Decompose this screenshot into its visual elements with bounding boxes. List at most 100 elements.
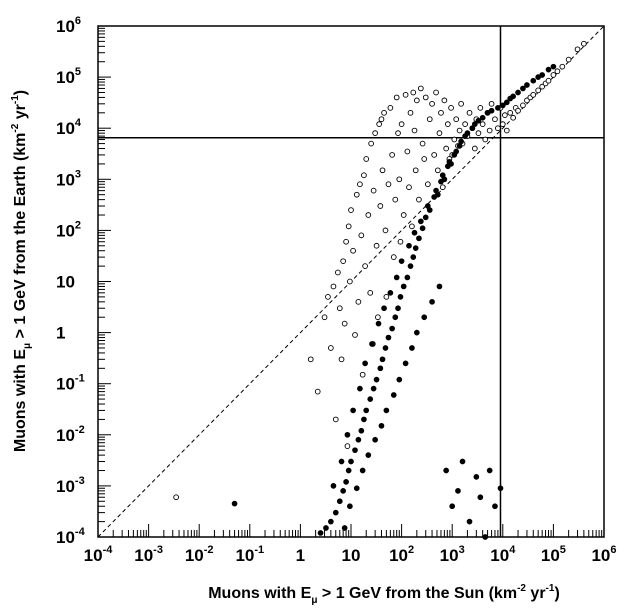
filled-data-point bbox=[426, 207, 433, 213]
filled-data-point bbox=[429, 298, 435, 305]
filled-data-point bbox=[510, 93, 516, 100]
open-data-point bbox=[419, 140, 426, 147]
open-data-point bbox=[433, 89, 439, 96]
filled-data-point bbox=[328, 518, 334, 525]
x-tick-label: 1 bbox=[296, 546, 305, 565]
y-tick-label: 1 bbox=[56, 324, 65, 343]
filled-data-point bbox=[370, 385, 377, 392]
x-tick-label: 106 bbox=[591, 544, 616, 565]
filled-data-point bbox=[398, 258, 405, 265]
open-data-point bbox=[353, 191, 360, 198]
open-data-point bbox=[515, 107, 521, 114]
open-data-point bbox=[559, 63, 566, 70]
filled-data-point bbox=[330, 483, 337, 489]
open-data-point bbox=[412, 167, 419, 174]
open-data-point bbox=[340, 258, 347, 265]
filled-data-point bbox=[419, 225, 426, 232]
filled-data-point bbox=[417, 218, 424, 225]
filled-data-point bbox=[488, 107, 495, 114]
open-data-point bbox=[400, 212, 407, 218]
open-data-point bbox=[507, 109, 514, 116]
open-data-point bbox=[502, 112, 508, 119]
axis-ticks bbox=[97, 27, 603, 538]
open-data-point bbox=[332, 416, 339, 423]
filled-data-point bbox=[344, 431, 351, 438]
open-data-point bbox=[492, 116, 498, 123]
open-data-point bbox=[444, 121, 451, 128]
filled-data-point bbox=[441, 176, 448, 183]
filled-data-point bbox=[361, 416, 367, 423]
open-data-point bbox=[385, 181, 392, 188]
open-data-point bbox=[416, 196, 422, 203]
open-data-point bbox=[495, 125, 501, 132]
open-data-point bbox=[453, 116, 460, 123]
plot-frame bbox=[97, 25, 605, 538]
filled-data-point bbox=[347, 503, 353, 510]
open-data-point bbox=[565, 56, 572, 63]
open-data-point bbox=[392, 196, 399, 203]
filled-data-point bbox=[393, 274, 400, 281]
filled-data-point bbox=[359, 467, 366, 474]
filled-data-point bbox=[503, 99, 510, 106]
y-tick-label: 105 bbox=[56, 66, 81, 87]
open-data-point bbox=[413, 97, 420, 104]
filled-data-point bbox=[411, 229, 418, 236]
open-data-point bbox=[436, 130, 443, 137]
filled-data-point bbox=[373, 376, 380, 383]
open-data-point bbox=[338, 356, 345, 363]
filled-data-point bbox=[389, 325, 395, 332]
open-data-point bbox=[372, 130, 378, 137]
filled-data-point bbox=[458, 138, 464, 145]
filled-data-point bbox=[358, 427, 365, 434]
filled-data-point bbox=[396, 376, 403, 383]
y-tick-label: 103 bbox=[56, 168, 81, 189]
filled-data-point bbox=[449, 503, 456, 510]
filled-data-point bbox=[448, 161, 454, 167]
open-data-point bbox=[422, 94, 429, 101]
open-data-point bbox=[379, 167, 386, 174]
open-data-point bbox=[173, 494, 179, 501]
filled-data-point bbox=[515, 89, 521, 96]
filled-data-point bbox=[492, 503, 498, 510]
filled-data-point bbox=[362, 360, 368, 367]
filled-data-point bbox=[436, 283, 443, 290]
filled-data-point bbox=[336, 498, 343, 505]
filled-data-point bbox=[383, 407, 390, 414]
y-tick-label: 10 bbox=[56, 273, 75, 292]
filled-data-point bbox=[375, 320, 382, 327]
filled-data-point bbox=[352, 447, 358, 454]
filled-data-point bbox=[372, 436, 378, 443]
filled-data-point bbox=[387, 289, 394, 296]
open-data-point bbox=[389, 152, 395, 158]
open-data-point bbox=[367, 289, 374, 296]
filled-data-point bbox=[340, 488, 347, 494]
open-data-point bbox=[321, 314, 328, 321]
filled-data-point bbox=[348, 458, 354, 465]
filled-data-point bbox=[477, 494, 484, 501]
open-data-point bbox=[503, 127, 510, 134]
filled-data-point bbox=[464, 130, 471, 137]
open-data-point bbox=[390, 254, 397, 260]
open-data-point bbox=[330, 283, 337, 290]
filled-data-point bbox=[495, 105, 501, 111]
filled-data-point bbox=[332, 509, 339, 516]
open-data-point bbox=[335, 269, 341, 276]
filled-data-point bbox=[385, 334, 392, 341]
open-data-point bbox=[361, 172, 367, 179]
filled-data-point bbox=[479, 114, 486, 121]
filled-data-point bbox=[381, 305, 387, 312]
filled-data-point bbox=[317, 530, 324, 536]
open-data-point bbox=[471, 145, 478, 152]
open-data-point bbox=[458, 100, 464, 107]
filled-data-point bbox=[422, 214, 429, 221]
open-data-point bbox=[347, 278, 353, 285]
filled-data-point bbox=[486, 467, 493, 474]
open-data-point bbox=[456, 127, 463, 134]
open-data-point bbox=[359, 371, 366, 378]
filled-data-point bbox=[406, 242, 412, 249]
x-tick-label: 105 bbox=[541, 544, 566, 565]
open-data-point bbox=[581, 40, 587, 47]
x-tick-label: 10-3 bbox=[134, 544, 163, 565]
x-tick-label: 10 bbox=[342, 546, 361, 565]
